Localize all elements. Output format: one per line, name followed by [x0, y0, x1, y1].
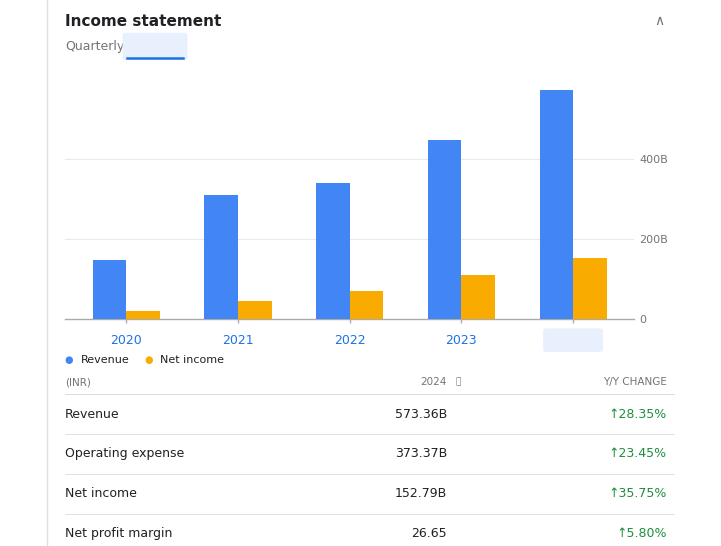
Bar [238, 301, 272, 319]
Text: 2021: 2021 [222, 334, 254, 347]
Text: Net income: Net income [160, 355, 224, 365]
Text: Revenue: Revenue [81, 355, 130, 365]
Text: ↑5.80%: ↑5.80% [616, 527, 667, 540]
Text: Revenue: Revenue [65, 408, 120, 420]
Text: 2024: 2024 [420, 377, 447, 387]
Text: 2024: 2024 [557, 334, 589, 347]
Bar [126, 311, 160, 319]
Text: 373.37B: 373.37B [395, 448, 447, 460]
Bar [205, 195, 238, 319]
Text: (INR): (INR) [65, 377, 91, 387]
Bar [539, 90, 573, 319]
Text: ⓘ: ⓘ [456, 378, 461, 387]
Text: 2023: 2023 [446, 334, 477, 347]
Bar [93, 260, 126, 319]
Text: ↑28.35%: ↑28.35% [609, 408, 667, 420]
Text: Annual: Annual [131, 40, 180, 53]
Bar [317, 183, 350, 319]
Text: Net profit margin: Net profit margin [65, 527, 172, 540]
Text: 2020: 2020 [110, 334, 142, 347]
Text: 152.79B: 152.79B [395, 488, 447, 500]
Text: 2022: 2022 [334, 334, 366, 347]
Text: ↑35.75%: ↑35.75% [609, 488, 667, 500]
Bar [428, 140, 461, 319]
Text: Y/Y CHANGE: Y/Y CHANGE [603, 377, 667, 387]
Text: Net income: Net income [65, 488, 137, 500]
Bar [573, 258, 606, 319]
Text: Quarterly: Quarterly [65, 40, 124, 53]
Bar [350, 290, 383, 319]
Text: ●: ● [144, 355, 153, 365]
Text: 26.65: 26.65 [412, 527, 447, 540]
Bar [461, 275, 495, 319]
Text: 573.36B: 573.36B [395, 408, 447, 420]
Text: ∧: ∧ [655, 14, 665, 28]
Text: Income statement: Income statement [65, 14, 221, 28]
Text: ●: ● [65, 355, 74, 365]
Text: Operating expense: Operating expense [65, 448, 184, 460]
Text: ↑23.45%: ↑23.45% [609, 448, 667, 460]
